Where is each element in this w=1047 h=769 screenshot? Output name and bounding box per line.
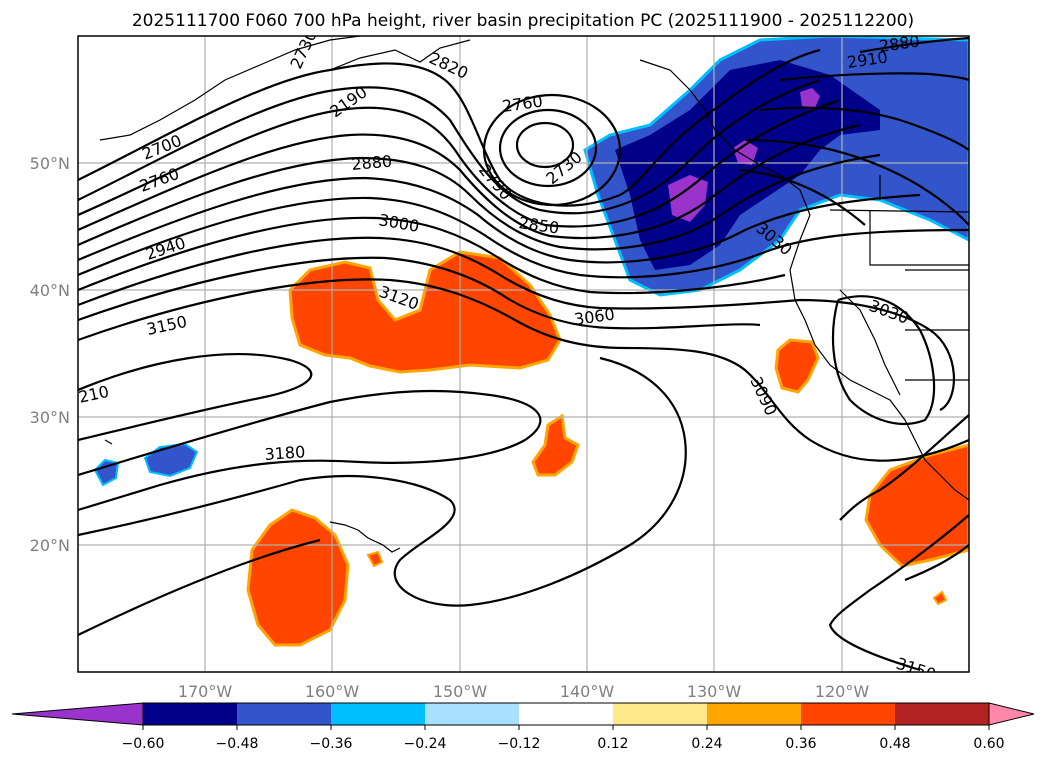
colorbar-tick-label: −0.36 bbox=[310, 736, 353, 752]
colorbar: −0.60 −0.48 −0.36 −0.24 −0.12 0.12 0.24 0.36 0.4… bbox=[11, 702, 1035, 752]
colorbar-tick-label: −0.48 bbox=[216, 736, 259, 752]
svg-text:50°N: 50°N bbox=[30, 154, 70, 173]
svg-text:30°N: 30°N bbox=[30, 408, 70, 427]
svg-text:120°W: 120°W bbox=[815, 682, 870, 701]
colorbar-segment bbox=[613, 703, 708, 725]
colorbar-segment bbox=[801, 703, 896, 725]
colorbar-tick-label: −0.12 bbox=[498, 736, 541, 752]
colorbar-segment bbox=[143, 703, 238, 725]
colorbar-segment bbox=[331, 703, 426, 725]
precip-negative-spot bbox=[93, 458, 120, 487]
svg-text:150°W: 150°W bbox=[433, 682, 488, 701]
svg-text:130°W: 130°W bbox=[687, 682, 742, 701]
height-contours bbox=[78, 36, 969, 672]
svg-text:20°N: 20°N bbox=[30, 536, 70, 555]
colorbar-extend-max bbox=[988, 702, 1035, 726]
colorbar-segment bbox=[519, 703, 614, 725]
svg-text:3180: 3180 bbox=[264, 442, 306, 464]
precip-negative-spot bbox=[143, 442, 199, 478]
colorbar-tick-label: 0.60 bbox=[973, 736, 1004, 752]
colorbar-tick-label: 0.24 bbox=[691, 736, 722, 752]
colorbar-tick-label: 0.36 bbox=[785, 736, 816, 752]
svg-text:2880: 2880 bbox=[351, 152, 393, 174]
colorbar-tick-label: −0.60 bbox=[122, 736, 165, 752]
colorbar-segment bbox=[707, 703, 802, 725]
map-title: 2025111700 F060 700 hPa height, river ba… bbox=[132, 11, 914, 31]
latitude-labels: 50°N 40°N 30°N 20°N bbox=[30, 154, 70, 555]
colorbar-tick-label: 0.48 bbox=[879, 736, 910, 752]
svg-text:140°W: 140°W bbox=[560, 682, 615, 701]
colorbar-segment bbox=[895, 703, 990, 725]
svg-text:2880: 2880 bbox=[878, 31, 921, 55]
precip-positive-regions bbox=[246, 250, 969, 647]
longitude-labels: 170°W 160°W 150°W 140°W 130°W 120°W bbox=[178, 682, 870, 701]
graticule bbox=[78, 36, 969, 672]
colorbar-tick-label: −0.24 bbox=[404, 736, 447, 752]
svg-text:170°W: 170°W bbox=[178, 682, 233, 701]
colorbar-tick-label: 0.12 bbox=[597, 736, 628, 752]
coastlines bbox=[99, 36, 969, 553]
map-frame bbox=[77, 35, 970, 673]
svg-text:160°W: 160°W bbox=[305, 682, 360, 701]
colorbar-segment bbox=[237, 703, 332, 725]
svg-text:40°N: 40°N bbox=[30, 281, 70, 300]
colorbar-segment bbox=[425, 703, 520, 725]
colorbar-extend-min bbox=[11, 702, 144, 726]
